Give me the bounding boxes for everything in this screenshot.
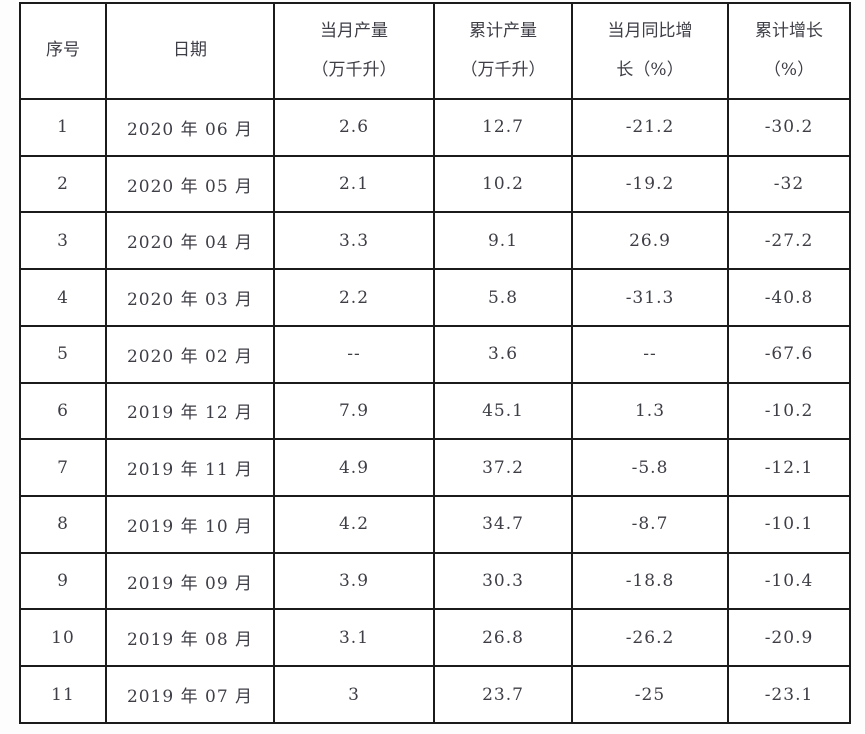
cell-date: 2019 年 08 月	[105, 608, 275, 668]
header-row: 序号 日期 当月产量 （万千升） 累计产量 （万千升） 当月同比增 长（%） 累…	[19, 2, 851, 100]
cell-cumulative-production: 5.8	[433, 268, 573, 327]
column-header-cumulative-growth: 累计增长 （%）	[727, 2, 851, 100]
column-header-cumulative-production: 累计产量 （万千升）	[433, 2, 573, 100]
cell-serial: 7	[19, 438, 107, 498]
cell-monthly-yoy-growth: -25	[571, 665, 729, 724]
cell-date: 2019 年 09 月	[105, 551, 275, 611]
cell-date: 2020 年 06 月	[105, 98, 275, 157]
cell-serial: 11	[19, 665, 107, 724]
cell-serial: 2	[19, 154, 107, 214]
cell-date: 2019 年 10 月	[105, 495, 275, 554]
cell-cumulative-growth: -40.8	[727, 268, 851, 327]
cell-serial: 4	[19, 268, 107, 327]
cell-monthly-production: 3	[273, 665, 435, 724]
cell-monthly-production: 2.2	[273, 268, 435, 327]
cell-monthly-production: --	[273, 324, 435, 384]
table-row: 7 2019 年 11 月 4.9 37.2 -5.8 -12.1	[19, 438, 851, 498]
cell-monthly-yoy-growth: -5.8	[571, 438, 729, 498]
cell-monthly-yoy-growth: -18.8	[571, 551, 729, 611]
cell-cumulative-growth: -27.2	[727, 211, 851, 271]
cell-date: 2020 年 05 月	[105, 154, 275, 214]
cell-monthly-production: 3.1	[273, 608, 435, 668]
cell-monthly-production: 2.6	[273, 98, 435, 157]
table-row: 10 2019 年 08 月 3.1 26.8 -26.2 -20.9	[19, 608, 851, 668]
cell-cumulative-growth: -30.2	[727, 98, 851, 157]
table-row: 4 2020 年 03 月 2.2 5.8 -31.3 -40.8	[19, 268, 851, 327]
cell-monthly-production: 3.3	[273, 211, 435, 271]
cell-monthly-yoy-growth: -31.3	[571, 268, 729, 327]
cell-cumulative-production: 9.1	[433, 211, 573, 271]
cell-monthly-production: 7.9	[273, 381, 435, 441]
column-header-monthly-production: 当月产量 （万千升）	[273, 2, 435, 100]
table-row: 5 2020 年 02 月 -- 3.6 -- -67.6	[19, 324, 851, 384]
cell-cumulative-growth: -10.2	[727, 381, 851, 441]
cell-cumulative-production: 45.1	[433, 381, 573, 441]
cell-monthly-production: 4.2	[273, 495, 435, 554]
table-row: 8 2019 年 10 月 4.2 34.7 -8.7 -10.1	[19, 495, 851, 554]
cell-monthly-yoy-growth: -8.7	[571, 495, 729, 554]
cell-date: 2020 年 04 月	[105, 211, 275, 271]
cell-monthly-yoy-growth: --	[571, 324, 729, 384]
cell-monthly-yoy-growth: -21.2	[571, 98, 729, 157]
cell-serial: 1	[19, 98, 107, 157]
table-row: 3 2020 年 04 月 3.3 9.1 26.9 -27.2	[19, 211, 851, 271]
cell-monthly-production: 2.1	[273, 154, 435, 214]
cell-cumulative-growth: -20.9	[727, 608, 851, 668]
cell-monthly-yoy-growth: -26.2	[571, 608, 729, 668]
cell-cumulative-growth: -67.6	[727, 324, 851, 384]
table-row: 1 2020 年 06 月 2.6 12.7 -21.2 -30.2	[19, 98, 851, 157]
cell-cumulative-production: 3.6	[433, 324, 573, 384]
cell-cumulative-growth: -10.4	[727, 551, 851, 611]
cell-date: 2019 年 12 月	[105, 381, 275, 441]
cell-monthly-yoy-growth: 1.3	[571, 381, 729, 441]
cell-cumulative-growth: -23.1	[727, 665, 851, 724]
cell-serial: 9	[19, 551, 107, 611]
cell-serial: 10	[19, 608, 107, 668]
column-header-date: 日期	[105, 2, 275, 100]
cell-serial: 5	[19, 324, 107, 384]
cell-cumulative-growth: -32	[727, 154, 851, 214]
cell-cumulative-production: 23.7	[433, 665, 573, 724]
cell-cumulative-growth: -12.1	[727, 438, 851, 498]
cell-cumulative-production: 30.3	[433, 551, 573, 611]
cell-date: 2019 年 11 月	[105, 438, 275, 498]
cell-cumulative-production: 34.7	[433, 495, 573, 554]
table-row: 2 2020 年 05 月 2.1 10.2 -19.2 -32	[19, 154, 851, 214]
cell-cumulative-production: 26.8	[433, 608, 573, 668]
cell-date: 2020 年 02 月	[105, 324, 275, 384]
table-row: 6 2019 年 12 月 7.9 45.1 1.3 -10.2	[19, 381, 851, 441]
cell-cumulative-growth: -10.1	[727, 495, 851, 554]
column-header-monthly-yoy-growth: 当月同比增 长（%）	[571, 2, 729, 100]
cell-cumulative-production: 10.2	[433, 154, 573, 214]
cell-monthly-yoy-growth: -19.2	[571, 154, 729, 214]
cell-cumulative-production: 37.2	[433, 438, 573, 498]
cell-date: 2020 年 03 月	[105, 268, 275, 327]
table-row: 11 2019 年 07 月 3 23.7 -25 -23.1	[19, 665, 851, 724]
cell-monthly-yoy-growth: 26.9	[571, 211, 729, 271]
cell-cumulative-production: 12.7	[433, 98, 573, 157]
table-row: 9 2019 年 09 月 3.9 30.3 -18.8 -10.4	[19, 551, 851, 611]
cell-monthly-production: 4.9	[273, 438, 435, 498]
cell-serial: 3	[19, 211, 107, 271]
production-statistics-table: 序号 日期 当月产量 （万千升） 累计产量 （万千升） 当月同比增 长（%） 累…	[19, 2, 851, 724]
cell-monthly-production: 3.9	[273, 551, 435, 611]
column-header-serial: 序号	[19, 2, 107, 100]
cell-serial: 8	[19, 495, 107, 554]
cell-serial: 6	[19, 381, 107, 441]
cell-date: 2019 年 07 月	[105, 665, 275, 724]
